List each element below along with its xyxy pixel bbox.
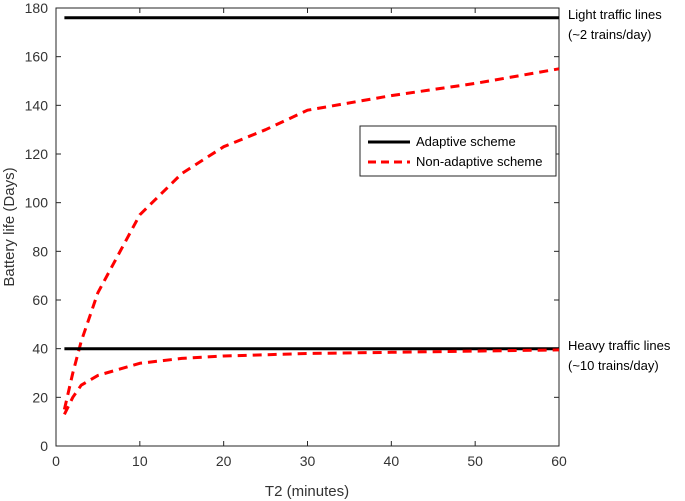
x-tick-label: 50 — [467, 453, 483, 469]
y-tick-label: 40 — [32, 341, 48, 357]
y-tick-label: 0 — [40, 438, 48, 454]
y-tick-label: 140 — [25, 97, 49, 113]
x-tick-label: 30 — [300, 453, 316, 469]
x-tick-label: 40 — [384, 453, 400, 469]
legend: Adaptive scheme Non-adaptive scheme — [359, 125, 557, 177]
annotations: Light traffic lines (~2 trains/day) Heav… — [568, 7, 671, 373]
plot-area — [55, 7, 560, 447]
series-line-non-adaptive-scheme-heavy-traffic-lines — [63, 348, 560, 416]
y-tick-label: 80 — [32, 243, 48, 259]
y-tick-label: 180 — [25, 0, 49, 16]
x-tick-label: 20 — [216, 453, 232, 469]
annotation-heavy-subtitle: (~10 trains/day) — [568, 358, 659, 373]
y-tick-label: 100 — [25, 195, 49, 211]
annotation-light-subtitle: (~2 trains/day) — [568, 27, 651, 42]
y-tick-label: 60 — [32, 292, 48, 308]
y-tick-label: 160 — [25, 49, 49, 65]
series-line-non-adaptive-scheme-light-traffic-lines — [62, 67, 560, 410]
annotation-light-title: Light traffic lines — [568, 7, 662, 22]
x-tick-label: 10 — [132, 453, 148, 469]
x-tick-label: 0 — [52, 453, 60, 469]
y-axis-label: Battery life (Days) — [1, 167, 18, 286]
axis-ticks: 0 10 20 30 40 50 60 0 20 40 60 80 100 120 140 160 180 — [25, 0, 567, 469]
legend-box — [359, 125, 557, 177]
legend-label-non-adaptive: Non-adaptive scheme — [416, 154, 542, 169]
series-group — [62, 16, 560, 416]
legend-label-adaptive: Adaptive scheme — [416, 134, 516, 149]
x-axis-label: T2 (minutes) — [265, 483, 349, 500]
x-tick-label: 60 — [551, 453, 567, 469]
y-tick-label: 20 — [32, 389, 48, 405]
y-tick-label: 120 — [25, 146, 49, 162]
annotation-heavy-title: Heavy traffic lines — [568, 338, 671, 353]
